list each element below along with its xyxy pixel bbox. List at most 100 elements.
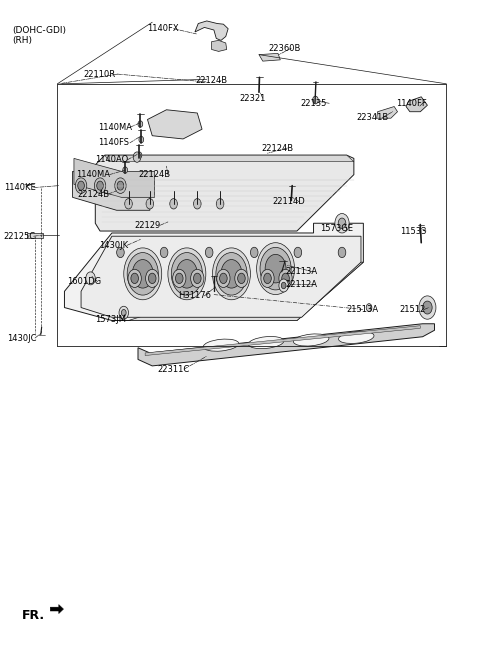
- Text: 21513A: 21513A: [346, 305, 378, 314]
- Polygon shape: [138, 324, 434, 366]
- Text: 22341B: 22341B: [356, 113, 388, 122]
- Circle shape: [145, 269, 159, 288]
- Text: 1430JK: 1430JK: [98, 241, 128, 250]
- Circle shape: [216, 252, 247, 295]
- Text: 21512: 21512: [399, 305, 425, 314]
- Text: 1140MA: 1140MA: [76, 170, 110, 179]
- Ellipse shape: [203, 339, 239, 351]
- Text: 11533: 11533: [400, 226, 427, 235]
- Text: 22321: 22321: [239, 94, 265, 103]
- Polygon shape: [406, 97, 427, 112]
- Circle shape: [124, 248, 162, 300]
- Circle shape: [281, 283, 286, 289]
- Circle shape: [279, 279, 288, 292]
- Text: 22311C: 22311C: [157, 365, 189, 373]
- Text: 1140FX: 1140FX: [147, 24, 179, 33]
- Polygon shape: [259, 54, 280, 61]
- Circle shape: [423, 301, 432, 314]
- Circle shape: [177, 260, 197, 288]
- Text: 22124B: 22124B: [261, 143, 293, 152]
- Text: (DOHC-GDI): (DOHC-GDI): [12, 26, 66, 35]
- Circle shape: [171, 252, 203, 295]
- Circle shape: [86, 272, 96, 285]
- Polygon shape: [81, 236, 361, 317]
- Text: 22114D: 22114D: [272, 198, 305, 207]
- Text: 22135: 22135: [301, 99, 327, 108]
- Text: 1573GE: 1573GE: [320, 224, 353, 233]
- Text: 22124B: 22124B: [195, 76, 227, 85]
- Circle shape: [217, 269, 230, 288]
- Polygon shape: [112, 262, 363, 320]
- Circle shape: [205, 247, 213, 258]
- Circle shape: [95, 178, 106, 194]
- Text: FR.: FR.: [22, 609, 45, 622]
- Circle shape: [127, 252, 158, 295]
- Text: 1140AO: 1140AO: [96, 155, 129, 164]
- Text: H31176: H31176: [179, 292, 211, 300]
- Text: 1140FS: 1140FS: [97, 139, 129, 147]
- Circle shape: [251, 247, 258, 258]
- Ellipse shape: [248, 337, 284, 349]
- Circle shape: [216, 199, 224, 209]
- Polygon shape: [212, 41, 227, 52]
- Circle shape: [168, 248, 206, 300]
- Circle shape: [282, 273, 289, 284]
- Text: 1140MA: 1140MA: [97, 123, 132, 131]
- Circle shape: [121, 309, 126, 316]
- Polygon shape: [145, 326, 420, 356]
- Circle shape: [176, 273, 183, 284]
- Polygon shape: [50, 604, 63, 613]
- Polygon shape: [105, 155, 354, 162]
- Circle shape: [235, 269, 248, 288]
- Text: 22129: 22129: [135, 220, 161, 230]
- Circle shape: [75, 178, 87, 194]
- Circle shape: [128, 269, 141, 288]
- Circle shape: [335, 213, 349, 233]
- Circle shape: [123, 167, 128, 173]
- Circle shape: [170, 199, 178, 209]
- Text: 1140KE: 1140KE: [4, 183, 36, 192]
- Circle shape: [160, 247, 168, 258]
- Polygon shape: [195, 21, 228, 41]
- Circle shape: [115, 178, 126, 194]
- Circle shape: [173, 269, 186, 288]
- Circle shape: [193, 199, 201, 209]
- Polygon shape: [74, 158, 155, 198]
- Text: 22113A: 22113A: [286, 267, 318, 277]
- Polygon shape: [72, 171, 150, 211]
- Ellipse shape: [293, 334, 329, 346]
- Circle shape: [119, 306, 129, 319]
- Circle shape: [219, 273, 227, 284]
- Text: (RH): (RH): [12, 36, 32, 45]
- Circle shape: [312, 96, 318, 104]
- Text: 1573JM: 1573JM: [96, 315, 126, 324]
- Circle shape: [338, 218, 346, 228]
- Text: 22360B: 22360B: [268, 44, 301, 53]
- Circle shape: [148, 273, 156, 284]
- Circle shape: [132, 260, 153, 288]
- Circle shape: [264, 273, 271, 284]
- Polygon shape: [64, 223, 363, 320]
- Circle shape: [338, 247, 346, 258]
- Ellipse shape: [338, 332, 374, 343]
- Polygon shape: [377, 107, 397, 118]
- Circle shape: [117, 247, 124, 258]
- Circle shape: [294, 247, 301, 258]
- Circle shape: [138, 121, 143, 128]
- Circle shape: [419, 296, 436, 319]
- Circle shape: [96, 181, 103, 190]
- Circle shape: [257, 243, 295, 294]
- Circle shape: [146, 199, 154, 209]
- Circle shape: [131, 273, 138, 284]
- Text: 1601DG: 1601DG: [67, 277, 101, 286]
- Circle shape: [265, 254, 286, 283]
- Circle shape: [260, 247, 291, 290]
- Circle shape: [191, 269, 204, 288]
- Text: 1140FF: 1140FF: [396, 99, 427, 108]
- Polygon shape: [27, 233, 43, 237]
- Text: 22125C: 22125C: [4, 232, 36, 241]
- Circle shape: [78, 181, 84, 190]
- Circle shape: [125, 199, 132, 209]
- Circle shape: [279, 269, 292, 288]
- Text: 22124B: 22124B: [77, 190, 109, 199]
